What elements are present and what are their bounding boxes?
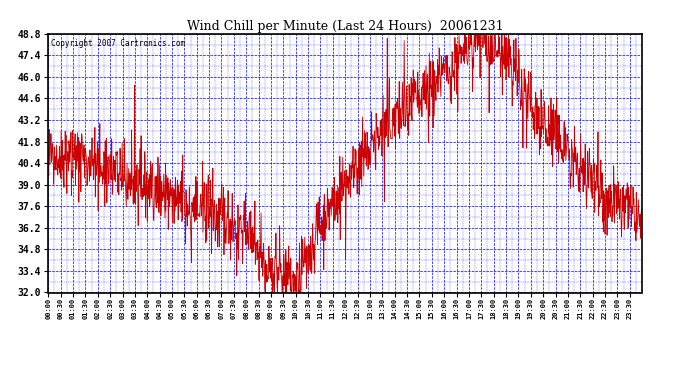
Text: Copyright 2007 Cartronics.com: Copyright 2007 Cartronics.com	[51, 39, 186, 48]
Title: Wind Chill per Minute (Last 24 Hours)  20061231: Wind Chill per Minute (Last 24 Hours) 20…	[187, 20, 503, 33]
